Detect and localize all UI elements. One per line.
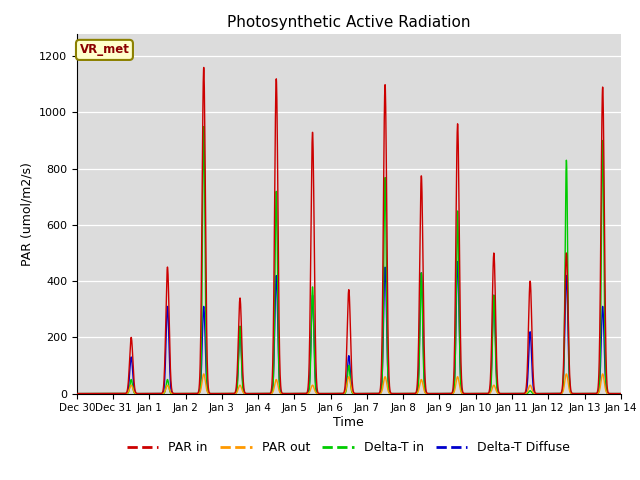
Legend: PAR in, PAR out, Delta-T in, Delta-T Diffuse: PAR in, PAR out, Delta-T in, Delta-T Dif… [122,436,575,459]
Y-axis label: PAR (umol/m2/s): PAR (umol/m2/s) [20,162,33,265]
Title: Photosynthetic Active Radiation: Photosynthetic Active Radiation [227,15,470,30]
Text: VR_met: VR_met [79,43,129,56]
X-axis label: Time: Time [333,416,364,429]
